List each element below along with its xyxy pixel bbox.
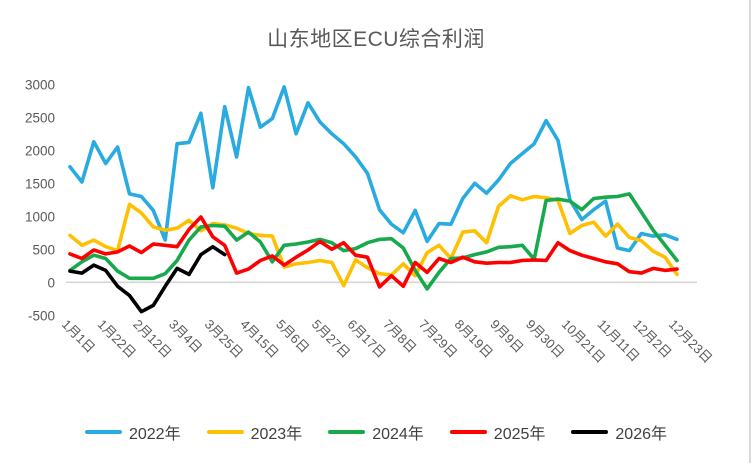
- legend-swatch: [571, 429, 609, 435]
- legend-item-2025年: 2025年: [449, 420, 546, 444]
- legend-item-2024年: 2024年: [328, 420, 424, 444]
- x-axis-tick-label: 9月30日: [523, 317, 567, 361]
- legend-label: 2024年: [372, 426, 424, 443]
- y-axis-tick-label: 2000: [25, 143, 55, 158]
- y-axis-tick-label: -500: [28, 308, 55, 323]
- legend-item-2023年: 2023年: [206, 420, 303, 444]
- x-axis-tick-label: 1月1日: [59, 317, 98, 356]
- line-chart-plot: 3000 2500 2000 1500 1000 500 0 -500 1月1日1月22日2月1…: [25, 77, 715, 366]
- x-axis-tick-label: 6月17日: [345, 317, 389, 361]
- chart-legend: 2022年 2023年 2024年 2025年 2026年: [0, 420, 752, 444]
- legend-swatch: [449, 429, 487, 435]
- x-axis-tick-label: 8月19日: [452, 317, 496, 361]
- y-axis-tick-label: 2500: [25, 110, 55, 125]
- series-line-2025年: [68, 215, 679, 289]
- legend-label: 2023年: [250, 426, 303, 443]
- legend-swatch: [206, 429, 244, 435]
- legend-label: 2022年: [128, 426, 181, 443]
- series-line-2022年: [68, 85, 679, 253]
- x-axis-tick-label: 2月12日: [130, 317, 174, 361]
- series-line-2026年: [68, 244, 227, 314]
- y-axis-tick-label: 3000: [25, 77, 55, 92]
- legend-swatch: [84, 429, 122, 435]
- y-axis-tick-label: 1000: [25, 209, 55, 224]
- y-axis-tick-label: 1500: [25, 176, 55, 191]
- legend-item-2022年: 2022年: [84, 420, 181, 444]
- chart-title: 山东地区ECU综合利润: [267, 28, 485, 51]
- legend-label: 2025年: [493, 426, 546, 443]
- x-axis-tick-label: 5月27日: [309, 317, 353, 361]
- x-axis-tick-label: 4月15日: [237, 317, 281, 361]
- x-axis-tick-label: 1月22日: [95, 317, 139, 361]
- series-line-2024年: [68, 192, 679, 291]
- window-edge-line: [749, 0, 751, 463]
- y-axis-tick-label: 500: [32, 242, 55, 257]
- legend-item-2026年: 2026年: [571, 420, 667, 444]
- y-axis-tick-label: 0: [47, 275, 55, 290]
- legend-swatch: [328, 429, 366, 435]
- x-axis-tick-label: 3月25日: [202, 317, 246, 361]
- legend-label: 2026年: [615, 426, 668, 443]
- x-axis-tick-label: 12月23日: [666, 317, 715, 366]
- x-axis-tick-label: 7月29日: [416, 317, 460, 361]
